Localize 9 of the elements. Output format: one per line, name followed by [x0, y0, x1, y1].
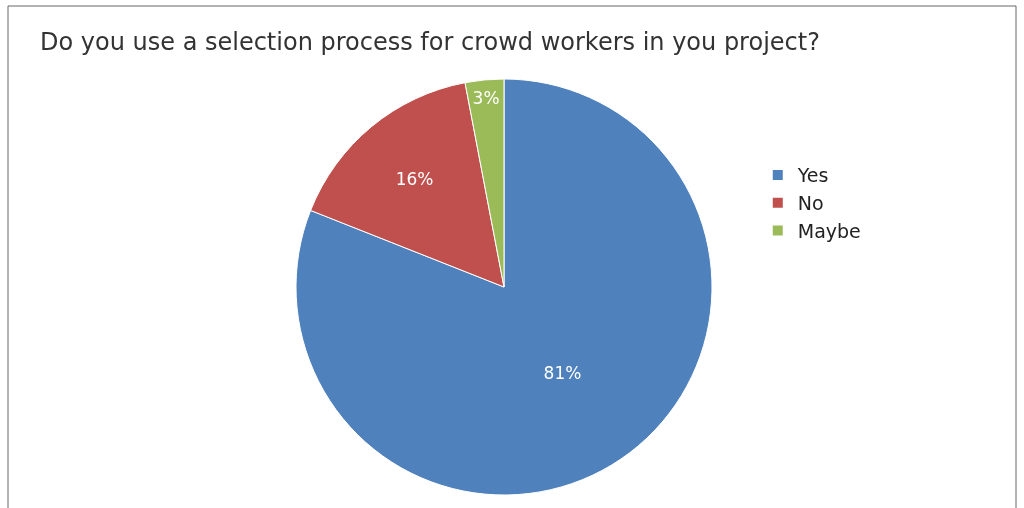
data-label: 3% [472, 87, 500, 108]
pie-slice [295, 78, 713, 496]
data-label: 81% [543, 363, 582, 384]
pie-slice [310, 82, 505, 288]
legend-label: Yes [796, 164, 829, 187]
data-label: 16% [395, 168, 434, 189]
legend-label: Maybe [797, 219, 861, 242]
legend-label: No [797, 192, 824, 215]
chart-title: Do you use a selection process for crowd workers in you project? [40, 28, 820, 57]
